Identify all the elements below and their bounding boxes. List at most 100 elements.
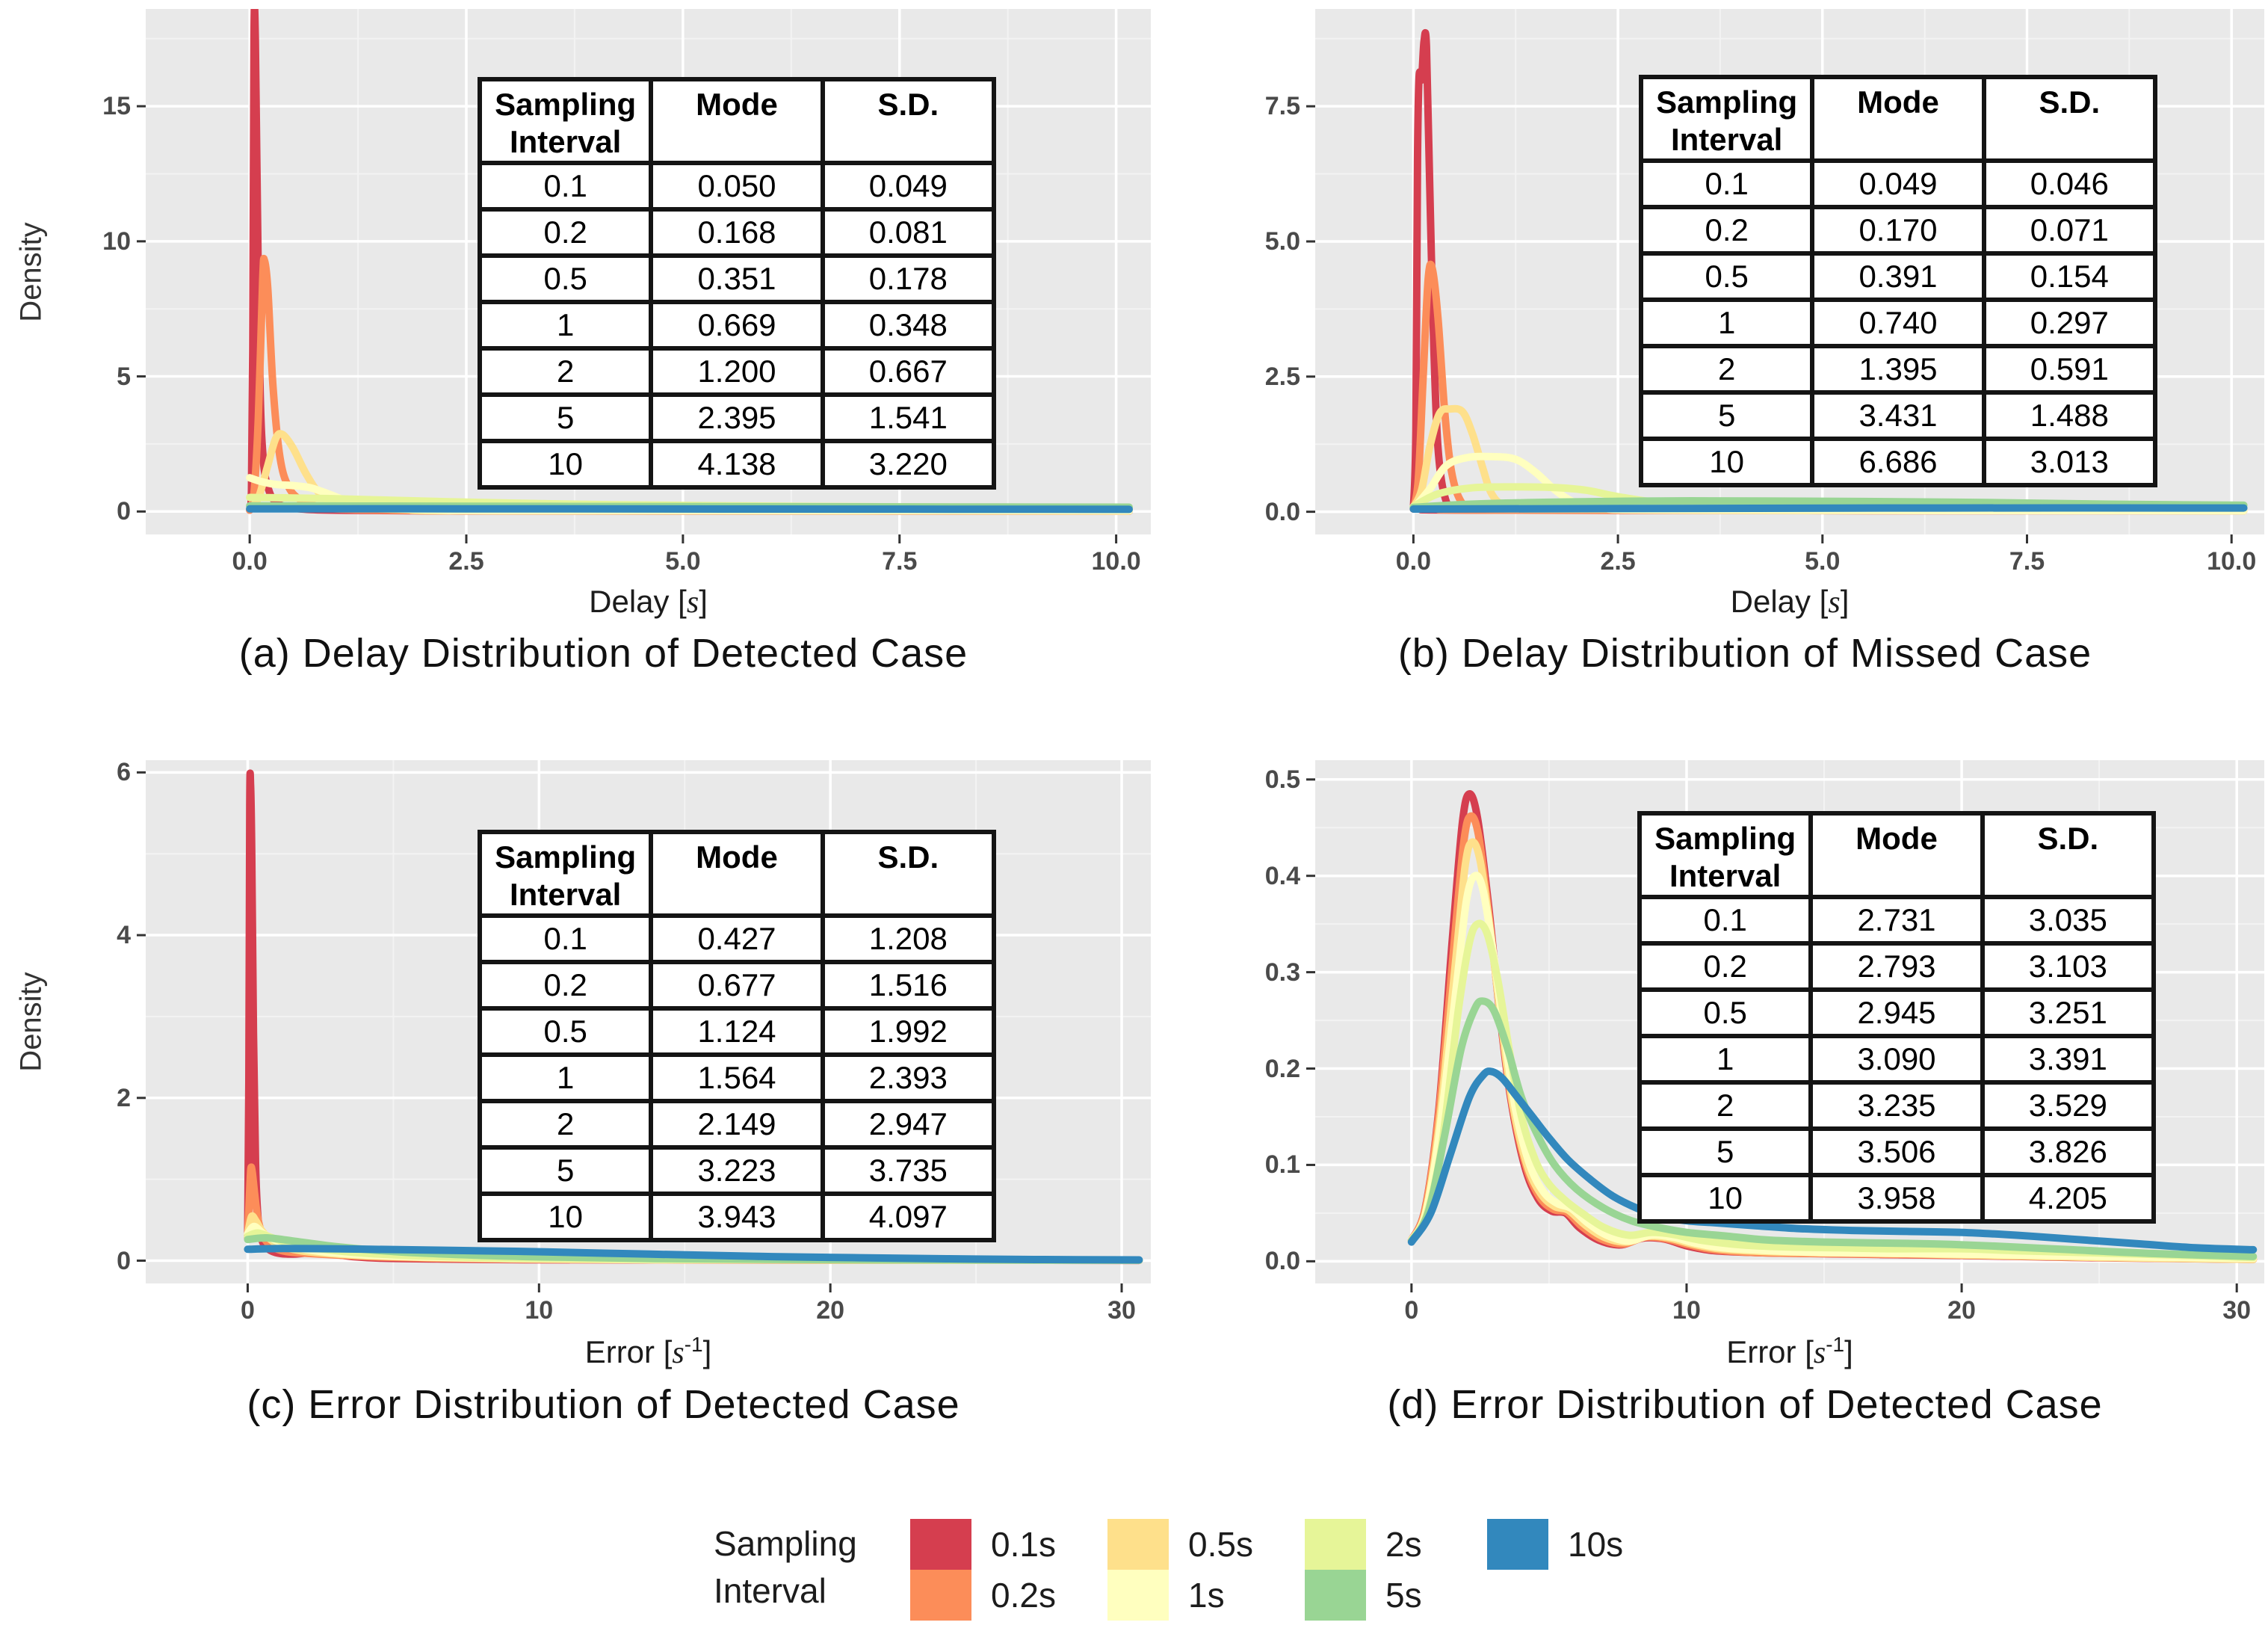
x-tick-label: 7.5 xyxy=(2009,547,2045,576)
table-row: 10 3.958 4.205 xyxy=(1640,1175,2154,1221)
table-cell: 3.735 xyxy=(822,1147,994,1194)
table-cell: 0.071 xyxy=(1983,207,2155,253)
table-row: 2 3.235 3.529 xyxy=(1640,1082,2154,1129)
table-cell: 3.013 xyxy=(1983,439,2155,485)
table-cell: 1 xyxy=(480,302,652,348)
y-tick-label: 6 xyxy=(117,758,131,787)
table-row: 0.2 0.677 1.516 xyxy=(480,962,994,1008)
stats-table-c: Sampling Interval Mode S.D. 0.1 0.427 1.208 0.2… xyxy=(478,830,996,1242)
table-cell: 1.208 xyxy=(822,916,994,962)
table-cell: 3.220 xyxy=(822,441,994,487)
table-row: 0.5 1.124 1.992 xyxy=(480,1008,994,1055)
table-cell: 3.090 xyxy=(1811,1036,1983,1082)
table-header-cell: Sampling Interval xyxy=(1641,77,1813,161)
x-tick-label: 10.0 xyxy=(1091,547,1141,576)
table-cell: 6.686 xyxy=(1812,439,1984,485)
density-curve-5s xyxy=(1407,997,2258,1260)
legend-title: Sampling xyxy=(714,1524,857,1563)
table-cell: 10 xyxy=(480,441,652,487)
legend-label-5s: 5s xyxy=(1385,1576,1422,1615)
y-tick-label: 7.5 xyxy=(1264,92,1300,121)
x-axis-title-c: Error [s-1] xyxy=(584,1333,712,1370)
table-row: 1 1.564 2.393 xyxy=(480,1055,994,1101)
table-cell: 3.431 xyxy=(1812,392,1984,439)
table-cell: 1.516 xyxy=(822,962,994,1008)
table-cell: 0.667 xyxy=(822,348,994,395)
table-cell: 4.205 xyxy=(1982,1175,2154,1221)
table-cell: 4.138 xyxy=(651,441,823,487)
table-row: 5 3.223 3.735 xyxy=(480,1147,994,1194)
y-tick-label: 0.1 xyxy=(1264,1150,1300,1180)
table-cell: 0.1 xyxy=(1641,161,1813,207)
table-cell: 0.5 xyxy=(1641,253,1813,300)
table-cell: 0.5 xyxy=(480,256,652,302)
curves-group xyxy=(1409,29,2248,515)
table-header-cell: Sampling Interval xyxy=(480,79,652,163)
table-cell: 5 xyxy=(480,1147,652,1194)
table-cell: 0.050 xyxy=(651,163,823,209)
table-row: 0.5 0.351 0.178 xyxy=(480,256,994,302)
table-header-cell: Mode xyxy=(651,79,823,163)
table-cell: 3.103 xyxy=(1982,943,2154,990)
table-cell: 2.149 xyxy=(651,1101,823,1147)
x-tick-label: 2.5 xyxy=(448,547,484,576)
table-header-cell: S.D. xyxy=(822,79,994,163)
legend-swatch-10s xyxy=(1487,1519,1548,1570)
x-tick-label: 10 xyxy=(525,1296,554,1325)
y-tick-label: 0.2 xyxy=(1264,1054,1300,1083)
table-cell: 2.793 xyxy=(1811,943,1983,990)
table-cell: 3.506 xyxy=(1811,1129,1983,1175)
table-cell: 0.391 xyxy=(1812,253,1984,300)
table-header-cell: Sampling Interval xyxy=(480,832,652,916)
table-cell: 0.178 xyxy=(822,256,994,302)
chart-cell-b: 0.0 2.5 5.0 7.5 0.0 2.5 5.0 7.5 10.0 Delay [s] Sam… xyxy=(1166,0,2268,747)
table-header-cell: Mode xyxy=(1811,813,1983,897)
y-tick-label: 0.3 xyxy=(1264,958,1300,987)
caption-a: (a) Delay Distribution of Detected Case xyxy=(238,631,968,676)
table-cell: 0.170 xyxy=(1812,207,1984,253)
curves-group xyxy=(244,769,1143,1265)
table-cell: 3.958 xyxy=(1811,1175,1983,1221)
table-cell: 1.395 xyxy=(1812,346,1984,392)
x-tick-label: 20 xyxy=(816,1296,845,1325)
table-row: 0.1 0.049 0.046 xyxy=(1641,161,2155,207)
x-tick-label: 0.0 xyxy=(232,547,268,576)
table-cell: 0.049 xyxy=(822,163,994,209)
y-tick-label: 0.5 xyxy=(1264,765,1300,794)
x-axis-title-b: Delay [s] xyxy=(1730,584,1850,620)
table-cell: 0.2 xyxy=(1640,943,1811,990)
legend-title: Interval xyxy=(714,1571,826,1610)
table-cell: 0.348 xyxy=(822,302,994,348)
table-cell: 0.049 xyxy=(1812,161,1984,207)
table-row: 0.2 0.168 0.081 xyxy=(480,209,994,256)
table-row: 2 2.149 2.947 xyxy=(480,1101,994,1147)
table-cell: 2 xyxy=(1641,346,1813,392)
y-tick-label: 2 xyxy=(117,1083,131,1112)
chart-cell-c: Density 0 2 4 6 0 10 20 30 Error [s-1] Sampling Int… xyxy=(0,747,1166,1495)
table-row: 10 4.138 3.220 xyxy=(480,441,994,487)
density-curve-5s xyxy=(1409,497,2248,511)
x-tick-label: 7.5 xyxy=(882,547,918,576)
legend-label-0.1s: 0.1s xyxy=(991,1525,1056,1564)
legend-label-0.5s: 0.5s xyxy=(1188,1525,1253,1564)
legend: Sampling Interval 0.1s 0.2s 0.5s 1s 2s 5s 10s xyxy=(0,1510,2268,1640)
density-curve-10s xyxy=(1409,504,2248,513)
table-row: 0.5 0.391 0.154 xyxy=(1641,253,2155,300)
table-cell: 1.541 xyxy=(822,395,994,441)
table-row: 0.1 2.731 3.035 xyxy=(1640,897,2154,943)
legend-swatch-5s xyxy=(1305,1570,1366,1621)
y-tick-label: 0 xyxy=(117,497,131,526)
table-cell: 0.1 xyxy=(480,163,652,209)
x-tick-label: 5.0 xyxy=(665,547,701,576)
table-cell: 3.235 xyxy=(1811,1082,1983,1129)
legend-swatch-0.2s xyxy=(910,1570,971,1621)
table-row: 5 3.506 3.826 xyxy=(1640,1129,2154,1175)
legend-label-1s: 1s xyxy=(1188,1576,1225,1615)
table-cell: 10 xyxy=(1640,1175,1811,1221)
y-tick-label: 0.4 xyxy=(1264,861,1300,890)
curves-group xyxy=(246,9,1133,515)
y-tick-label: 15 xyxy=(102,92,131,121)
x-tick-label: 10.0 xyxy=(2207,547,2257,576)
table-cell: 10 xyxy=(480,1194,652,1240)
